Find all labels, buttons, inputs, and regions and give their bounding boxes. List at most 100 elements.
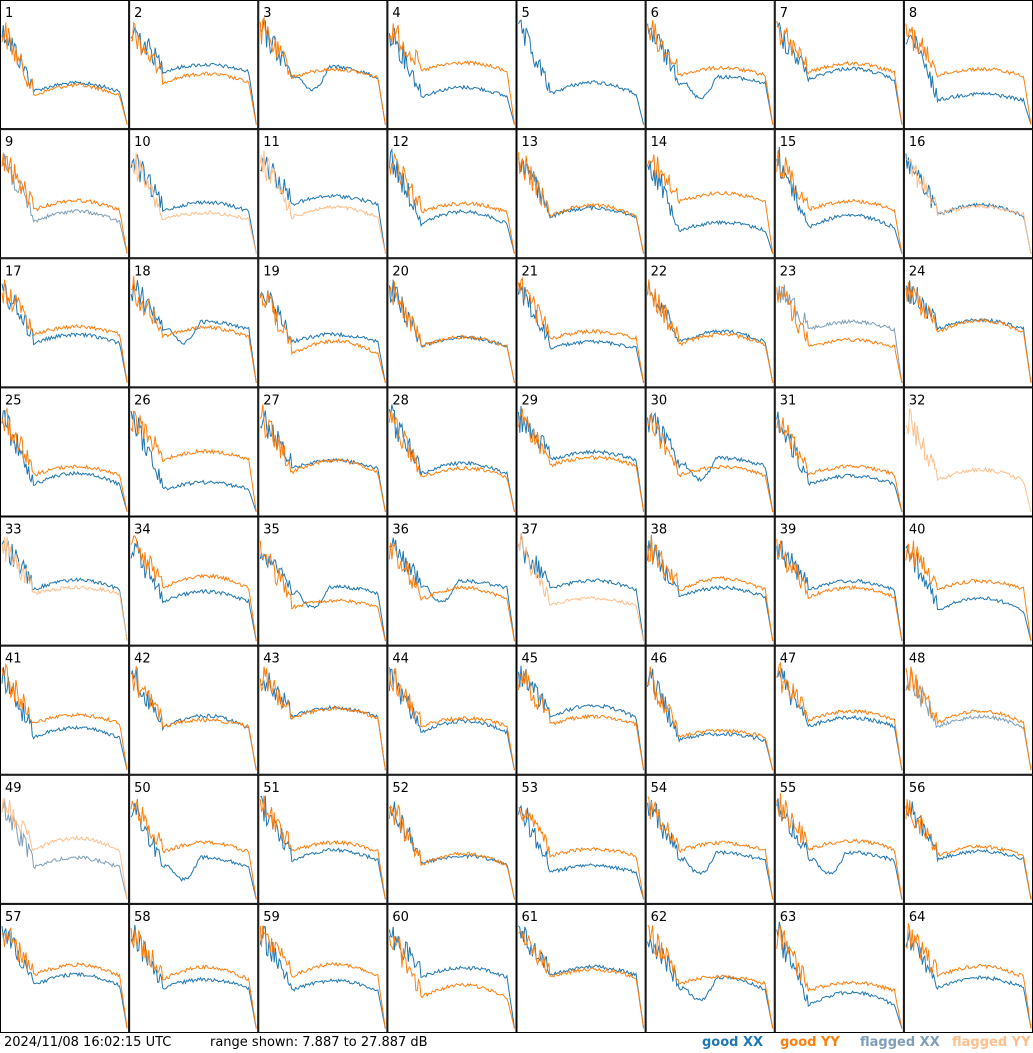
series-good-xx: [1, 280, 128, 383]
series-good-yy: [518, 276, 645, 383]
panel-frame: [903, 258, 1033, 388]
panel-frame: [774, 516, 904, 646]
panel-label: 49: [5, 781, 22, 796]
panel-57: 57: [0, 903, 130, 1033]
series-good-yy: [259, 795, 386, 900]
series-good-yy: [905, 540, 1032, 642]
series-good-yy: [259, 666, 386, 771]
panel-41: 41: [0, 645, 130, 775]
panel-label: 36: [392, 523, 409, 538]
series-good-yy: [1, 279, 128, 383]
panel-label: 37: [522, 523, 539, 538]
series-good-xx: [130, 541, 257, 642]
panel-label: 41: [5, 652, 22, 667]
range-text: range shown: 7.887 to 27.887 dB: [210, 1035, 428, 1050]
panel-label: 23: [780, 264, 797, 279]
panel-label: 16: [909, 135, 926, 150]
panel-label: 15: [780, 135, 797, 150]
panel-2: 2: [129, 0, 259, 130]
legend-good-yy: good YY: [780, 1035, 840, 1050]
panel-11: 11: [258, 129, 388, 259]
panel-label: 54: [651, 781, 668, 796]
series-good-yy: [776, 793, 903, 900]
panel-label: 18: [134, 264, 151, 279]
panel-30: 30: [645, 387, 775, 517]
panel-label: 14: [651, 135, 668, 150]
series-good-xx: [130, 25, 257, 125]
panel-frame: [903, 387, 1033, 517]
panel-frame: [129, 774, 259, 904]
panel-58: 58: [129, 903, 259, 1033]
series-good-yy: [647, 154, 774, 254]
series-good-yy: [388, 935, 515, 1029]
series-good-yy: [388, 153, 515, 254]
panel-36: 36: [387, 516, 517, 646]
panel-1: 1: [0, 0, 130, 130]
legend-flagged-xx: flagged XX: [860, 1035, 940, 1050]
series-good-yy: [1, 926, 128, 1029]
panel-frame: [516, 774, 646, 904]
series-good-xx: [518, 19, 645, 125]
panel-label: 44: [392, 652, 409, 667]
panel-63: 63: [774, 903, 904, 1033]
series-good-xx: [1, 925, 128, 1029]
panel-frame: [774, 387, 904, 517]
panel-label: 19: [263, 264, 280, 279]
series-good-xx: [647, 668, 774, 771]
panel-frame: [774, 258, 904, 388]
panel-13: 13: [516, 129, 646, 259]
series-good-yy: [130, 665, 257, 771]
series-good-yy: [1, 663, 128, 771]
panel-7: 7: [774, 0, 904, 130]
series-good-yy: [905, 281, 1032, 383]
panel-frame: [0, 516, 130, 646]
panel-56: 56: [903, 774, 1033, 904]
panel-label: 33: [5, 523, 22, 538]
panel-label: 7: [780, 6, 788, 21]
panel-38: 38: [645, 516, 775, 646]
series-good-yy: [130, 535, 257, 642]
series-good-xx: [259, 925, 386, 1029]
panel-label: 39: [780, 523, 797, 538]
panel-46: 46: [645, 645, 775, 775]
series-good-xx: [1, 539, 128, 642]
panel-16: 16: [903, 129, 1033, 259]
panel-5: 5: [516, 0, 646, 130]
panel-label: 45: [522, 652, 539, 667]
series-good-yy: [1, 407, 128, 513]
legend-flagged-yy: flagged YY: [952, 1035, 1031, 1050]
series-good-yy: [776, 925, 903, 1029]
panel-43: 43: [258, 645, 388, 775]
series-good-yy: [647, 796, 774, 900]
panel-frame: [774, 774, 904, 904]
panel-label: 6: [651, 6, 659, 21]
panel-frame: [129, 258, 259, 388]
panel-label: 11: [263, 135, 280, 150]
series-good-yy: [130, 927, 257, 1029]
series-good-xx: [259, 553, 386, 642]
series-good-yy: [131, 21, 257, 125]
series-good-xx: [518, 532, 645, 642]
panel-frame: [129, 516, 259, 646]
panel-label: 26: [134, 393, 151, 408]
timestamp: 2024/11/08 16:02:15 UTC: [4, 1035, 172, 1050]
panel-label: 47: [780, 652, 797, 667]
series-good-xx: [776, 921, 903, 1029]
panel-label: 52: [392, 781, 409, 796]
panel-label: 2: [134, 6, 142, 21]
panel-frame: [0, 258, 130, 388]
series-good-xx: [388, 926, 515, 1029]
series-good-xx: [776, 668, 903, 771]
series-flagged-yy: [905, 408, 1032, 513]
series-flagged-yy: [905, 158, 1032, 254]
series-flagged-xx: [905, 669, 1032, 771]
series-flagged-yy: [259, 150, 386, 254]
panel-label: 63: [780, 910, 797, 925]
panel-14: 14: [645, 129, 775, 259]
panel-61: 61: [516, 903, 646, 1033]
panel-label: 34: [134, 523, 151, 538]
panel-label: 1: [5, 6, 13, 21]
panel-37: 37: [516, 516, 646, 646]
series-flagged-yy: [130, 152, 257, 254]
